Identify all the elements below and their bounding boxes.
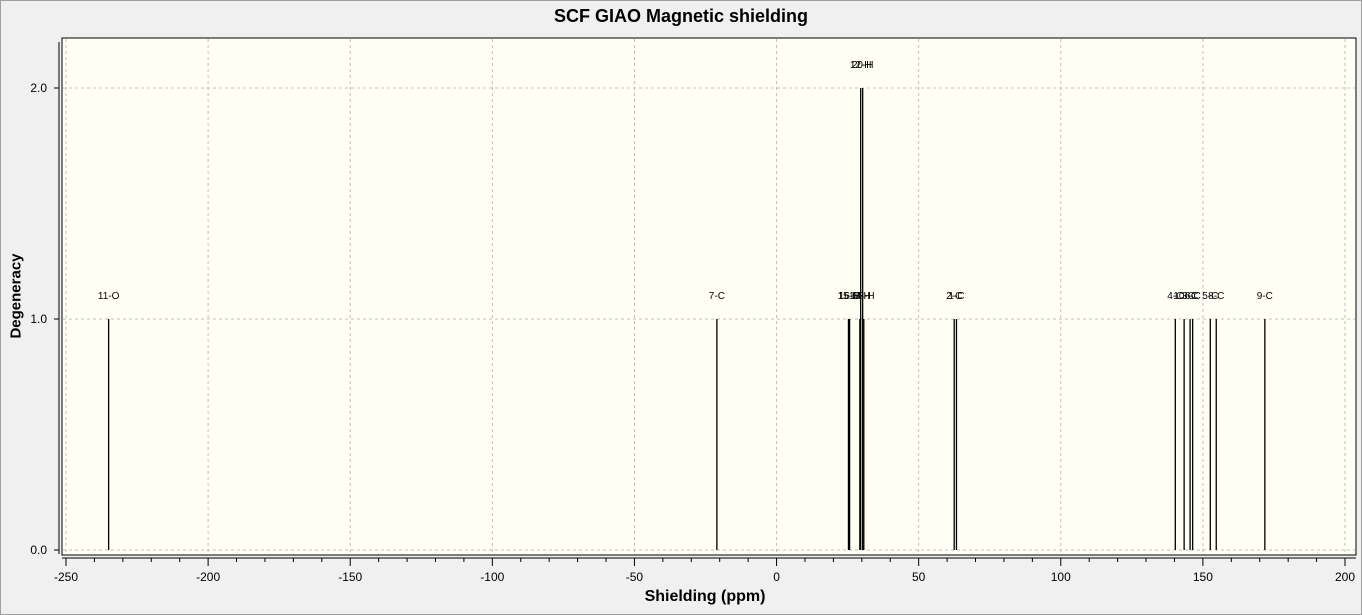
x-tick-label: 50 [912, 570, 926, 584]
peak-label: 5-C [1202, 291, 1218, 302]
x-tick-label: -50 [626, 570, 644, 584]
x-tick-label: -200 [196, 570, 220, 584]
x-tick-label: 100 [1051, 570, 1071, 584]
peak-label: 18-H [853, 291, 875, 302]
y-tick-label: 0.0 [30, 543, 47, 557]
y-axis-title: Degeneracy [7, 253, 25, 339]
stick-layer [107, 88, 1266, 550]
peak-label: 9-C [1257, 291, 1273, 302]
peak-label: 3-C [1182, 291, 1198, 302]
peak-label: 16-H [839, 291, 861, 302]
x-tick-label: 150 [1193, 570, 1213, 584]
x-tick-label: 200 [1335, 570, 1355, 584]
x-axis-title: Shielding (ppm) [644, 588, 766, 605]
chart-title: SCF GIAO Magnetic shielding [553, 6, 809, 26]
peak-label: 4-C [1167, 291, 1183, 302]
peak-label: 10-C [1173, 291, 1195, 302]
x-tick-label: 0 [773, 570, 780, 584]
peak-label: 12-H [850, 60, 872, 71]
peak-label: 6-C [1185, 291, 1201, 302]
peak-label: 17-H [849, 291, 871, 302]
peak-label: 11-O [98, 291, 120, 302]
peak-label: 20-H [852, 60, 874, 71]
peak-label-layer: 11-O 7-C 15-H16-H17-H 12-H20-H 18-H 2-C1-C 4-C… [98, 60, 1273, 302]
peak-label: 8-C [1208, 291, 1224, 302]
y-tick-label: 1.0 [30, 312, 47, 326]
y-tick-label: 2.0 [30, 81, 47, 95]
grid-layer [63, 39, 1355, 554]
peak-label: 7-C [709, 291, 725, 302]
x-tick-label: -150 [338, 570, 362, 584]
peak-label: 15-H [838, 291, 860, 302]
x-tick-label: -100 [480, 570, 504, 584]
peak-label: 2-C [946, 291, 962, 302]
x-tick-label: -250 [54, 570, 78, 584]
axis-layer: -250 -200 -150 -100 -50 0 50 100 150 200 0.0 1.0 2.0 [30, 42, 1356, 584]
plot-area [61, 37, 1357, 556]
peak-label: 1-C [948, 291, 964, 302]
